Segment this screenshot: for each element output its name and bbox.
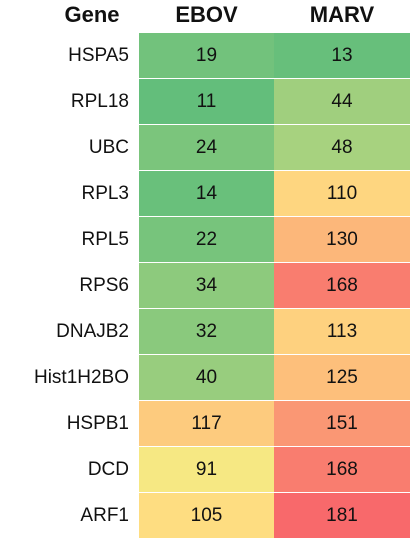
heatmap-cell-ebov: 34 — [139, 263, 274, 309]
heatmap-cell-ebov: 117 — [139, 401, 274, 447]
heatmap-cell-marv: 44 — [274, 79, 410, 125]
heatmap-cell-marv: 130 — [274, 217, 410, 263]
column-header-gene: Gene — [64, 2, 120, 27]
heatmap-cell-marv: 151 — [274, 401, 410, 447]
heatmap-cell-marv: 13 — [274, 33, 410, 79]
heatmap-cell-ebov: 24 — [139, 125, 274, 171]
gene-label: HSPA5 — [68, 45, 129, 66]
gene-label: RPS6 — [79, 275, 129, 296]
column-header-ebov: EBOV — [175, 2, 238, 27]
gene-label: RPL3 — [81, 183, 129, 204]
heatmap-cell-ebov: 11 — [139, 79, 274, 125]
gene-label: Hist1H2BO — [33, 367, 129, 388]
heatmap-cell-marv: 48 — [274, 125, 410, 171]
heatmap-cell-ebov: 91 — [139, 447, 274, 493]
gene-label: DCD — [87, 459, 129, 480]
gene-label: RPL5 — [81, 229, 129, 250]
gene-label: RPL18 — [70, 91, 129, 112]
gene-label: ARF1 — [80, 505, 129, 526]
gene-label: DNAJB2 — [56, 321, 129, 342]
heatmap-cell-ebov: 19 — [139, 33, 274, 79]
heatmap-cell-marv: 113 — [274, 309, 410, 355]
heatmap-cell-ebov: 32 — [139, 309, 274, 355]
heatmap-cell-marv: 110 — [274, 171, 410, 217]
heatmap-cell-ebov: 40 — [139, 355, 274, 401]
heatmap-cell-marv: 181 — [274, 493, 410, 539]
gene-label: HSPB1 — [66, 413, 129, 434]
heatmap-cell-marv: 168 — [274, 263, 410, 309]
heatmap-cell-marv: 168 — [274, 447, 410, 493]
heatmap-cell-ebov: 22 — [139, 217, 274, 263]
heatmap-cell-ebov: 14 — [139, 171, 274, 217]
column-header-marv: MARV — [309, 2, 375, 27]
heatmap-cell-ebov: 105 — [139, 493, 274, 539]
heatmap-cell-marv: 125 — [274, 355, 410, 401]
gene-label: UBC — [88, 137, 129, 158]
